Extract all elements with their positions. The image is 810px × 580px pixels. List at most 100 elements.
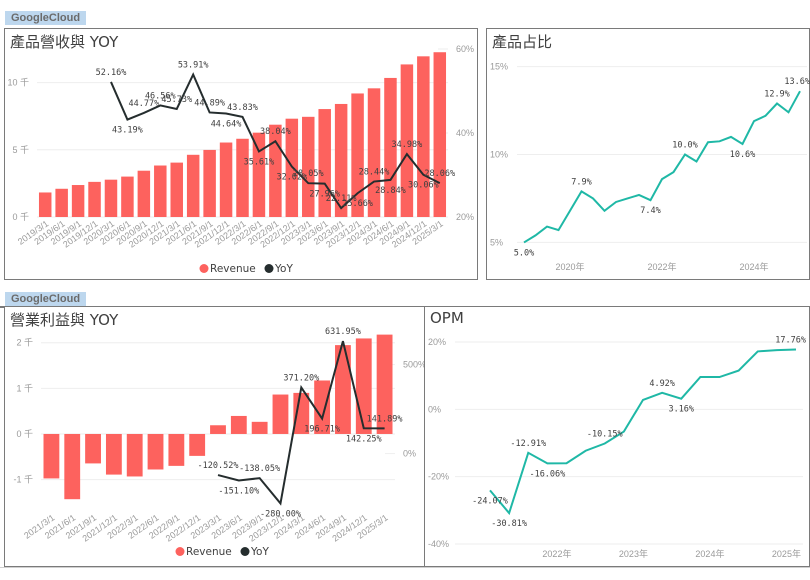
product-share-chart[interactable]: 5% 10% 15% 2020年 2022年 2024年 5.0% 7.9% 7.4% 10.0%…	[487, 29, 810, 281]
revenue-bar	[189, 433, 206, 456]
product-share-title: 產品占比	[492, 33, 553, 51]
yoy-data-label: 43.83%	[227, 103, 258, 113]
x-axis-tick: 2022年	[647, 261, 676, 272]
yoy-data-label: 27.96%	[309, 190, 340, 200]
right-axis-tick: 500%	[403, 360, 426, 370]
left-axis-tick: 1 千	[16, 383, 33, 393]
revenue-bar	[334, 103, 348, 217]
revenue-bar	[384, 77, 397, 217]
x-axis-tick: 2023年	[619, 548, 648, 559]
y-axis-tick: 0%	[428, 404, 441, 414]
left-axis-tick: 0 千	[16, 429, 33, 439]
right-axis-tick: 60%	[456, 44, 474, 54]
yoy-data-label: 52.16%	[96, 68, 127, 78]
left-axis-tick: 5 千	[12, 145, 29, 155]
data-label: 5.0%	[514, 248, 534, 258]
data-label: 13.6%	[784, 77, 810, 87]
data-label: 3.16%	[668, 405, 694, 415]
legend-revenue-label: Revenue	[186, 546, 232, 558]
revenue-bar	[64, 433, 81, 500]
revenue-bar	[400, 64, 414, 217]
revenue-bar	[121, 176, 134, 217]
yoy-data-label: -138.05%	[239, 464, 280, 474]
revenue-bar	[38, 192, 52, 217]
revenue-bar	[105, 433, 122, 475]
opinc-yoy-title: 營業利益與 YOY	[10, 311, 119, 329]
revenue-bar	[219, 142, 233, 217]
yoy-data-label: 35.61%	[244, 157, 275, 167]
revenue-bar	[210, 425, 226, 434]
revenue-bar	[251, 421, 268, 434]
yoy-data-label: 196.71%	[304, 425, 340, 435]
y-axis-tick: 5%	[490, 237, 503, 247]
left-axis-tick: 2 千	[16, 338, 33, 348]
revenue-bar	[170, 162, 183, 217]
data-label: 4.92%	[649, 379, 675, 389]
revenue-bar	[126, 433, 143, 477]
yoy-data-label: 44.89%	[194, 98, 225, 108]
opm-title: OPM	[430, 309, 464, 327]
opm-panel[interactable]: OPM -40% -20% 0% 20% 2022年 2023年 2024年 2025年 -24…	[424, 306, 810, 567]
revenue-bar	[314, 380, 331, 434]
legend-yoy-marker	[264, 264, 274, 273]
yoy-data-label: -280.00%	[260, 509, 301, 519]
opm-chart[interactable]: -40% -20% 0% 20% 2022年 2023年 2024年 2025年 -24.07%…	[425, 307, 810, 568]
revenue-bar	[293, 392, 310, 434]
revenue-bar	[269, 124, 282, 217]
data-label: 12.9%	[764, 90, 790, 100]
series-line	[523, 90, 801, 244]
left-axis-tick: 10 千	[7, 78, 29, 88]
legend-revenue-label: Revenue	[210, 263, 256, 275]
product-share-panel[interactable]: 產品占比 5% 10% 15% 2020年 2022年 2024年 5.0% 7.9% 7.4%…	[486, 28, 810, 280]
revenue-bar	[43, 433, 60, 479]
data-label: -30.81%	[491, 519, 527, 529]
revenue-bar	[137, 170, 151, 217]
yoy-data-label: 25.66%	[342, 199, 373, 209]
left-axis-tick: 0 千	[12, 212, 29, 222]
revenue-bar	[71, 185, 85, 217]
yoy-data-label: 631.95%	[325, 327, 361, 337]
yoy-data-label: 34.98%	[392, 140, 423, 150]
yoy-data-label: 28.44%	[359, 168, 390, 178]
yoy-data-label: 43.19%	[112, 126, 143, 136]
opinc-yoy-chart[interactable]: -1 千0 千1 千2 千0%500%2021/3/12021/6/12021/…	[5, 307, 426, 568]
data-label: 7.4%	[640, 206, 660, 216]
x-axis-tick: 2022年	[542, 548, 571, 559]
revenue-bar	[417, 56, 430, 217]
yoy-data-label: 142.25%	[346, 434, 382, 444]
revenue-bar	[88, 181, 101, 217]
yoy-data-label: 28.84%	[375, 186, 406, 196]
revenue-bar	[85, 433, 101, 464]
revenue-yoy-chart[interactable]: 0 千5 千10 千20%40%60%2019/3/12019/6/12019/…	[5, 29, 479, 281]
x-axis-tick: 2020年	[555, 261, 584, 272]
data-label: -16.06%	[529, 469, 565, 479]
legend-revenue-marker	[199, 264, 209, 273]
y-axis-tick: 20%	[428, 337, 446, 347]
yoy-data-label: 45.73%	[161, 95, 192, 105]
y-axis-tick: 15%	[490, 62, 508, 72]
revenue-bar	[302, 116, 315, 217]
data-label: -12.91%	[510, 439, 546, 449]
yoy-data-label: 371.20%	[283, 374, 319, 384]
yoy-data-label: 30.06%	[408, 181, 439, 191]
section-tag-bottom: GoogleCloud	[5, 292, 87, 306]
revenue-bar	[236, 138, 249, 217]
yoy-data-label: 53.91%	[178, 61, 209, 71]
revenue-bar	[55, 188, 68, 217]
data-label: 7.9%	[571, 177, 591, 187]
revenue-bar	[186, 154, 200, 217]
yoy-data-label: -120.52%	[198, 461, 239, 471]
revenue-bar	[252, 132, 266, 217]
yoy-data-label: 44.64%	[211, 120, 242, 130]
revenue-bar	[351, 93, 364, 217]
data-label: 17.76%	[775, 336, 806, 346]
y-axis-tick: -40%	[428, 539, 449, 549]
revenue-bar	[272, 394, 289, 434]
yoy-data-label: 38.04%	[260, 127, 291, 137]
bottom-divider	[0, 567, 810, 568]
revenue-bar	[376, 334, 393, 434]
right-axis-tick: 40%	[456, 128, 474, 138]
